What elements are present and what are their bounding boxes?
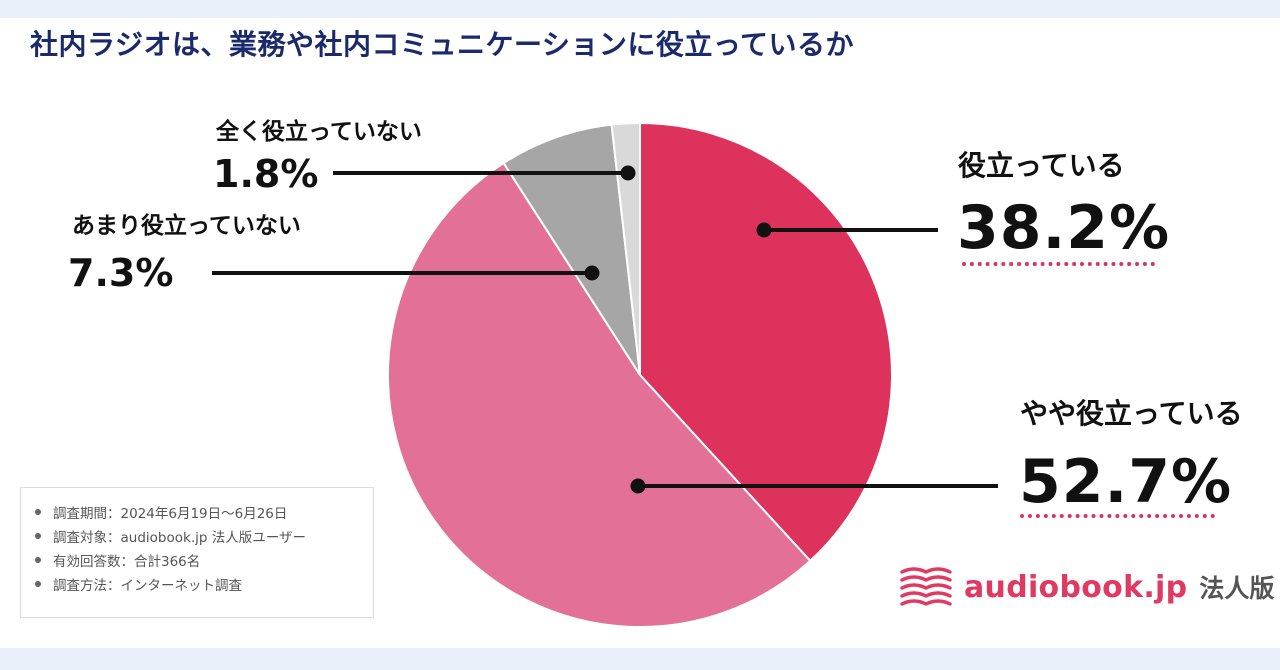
bullet-icon: [35, 581, 41, 587]
slice-value-somewhat-useful: 52.7%: [1019, 447, 1233, 517]
survey-note: 調査対象：audiobook.jp 法人版ユーザー: [35, 526, 361, 550]
slice-value-useful: 38.2%: [957, 193, 1171, 263]
survey-note-text: 調査対象：audiobook.jp 法人版ユーザー: [53, 530, 306, 546]
survey-note-text: 有効回答数：合計366名: [53, 554, 201, 570]
leader-dot: [756, 222, 772, 238]
brand-suffix: 法人版: [1199, 574, 1275, 603]
slice-label-not-very-useful: あまり役立っていない: [72, 213, 301, 239]
survey-note-text: 調査方法：インターネット調査: [53, 578, 242, 594]
slice-label-useful: 役立っている: [958, 149, 1125, 182]
slice-label-not-useful: 全く役立っていない: [216, 119, 422, 145]
survey-note-text: 調査期間：2024年6月19日〜6月26日: [53, 506, 288, 522]
leader-dot: [620, 165, 636, 181]
value-underline-useful: [962, 262, 1155, 266]
bullet-icon: [35, 509, 41, 515]
leader-dot: [630, 478, 646, 494]
pie-slice-not-useful: [610, 121, 641, 376]
bullet-icon: [35, 533, 41, 539]
leader-dot: [584, 265, 600, 281]
survey-notes-list: 調査期間：2024年6月19日〜6月26日 調査対象：audiobook.jp …: [35, 502, 361, 598]
value-underline-somewhat-useful: [1020, 514, 1215, 518]
slice-value-not-useful: 1.8%: [213, 152, 319, 196]
brand-name: audiobook.jp: [964, 569, 1188, 605]
slice-label-somewhat-useful: やや役立っている: [1020, 397, 1243, 430]
slice-value-not-very-useful: 7.3%: [68, 251, 174, 295]
survey-note: 調査方法：インターネット調査: [35, 574, 361, 598]
chart-title: 社内ラジオは、業務や社内コミュニケーションに役立っているか: [30, 28, 854, 61]
pie-slice-not-very-useful: [502, 123, 641, 376]
survey-notes-box: 調査期間：2024年6月19日〜6月26日 調査対象：audiobook.jp …: [20, 487, 374, 618]
brand-logo: audiobook.jp 法人版: [898, 566, 1274, 608]
book-wave-icon: [900, 567, 952, 606]
survey-note: 調査期間：2024年6月19日〜6月26日: [35, 502, 361, 526]
pie-slice-useful: [639, 121, 893, 563]
bullet-icon: [35, 557, 41, 563]
survey-note: 有効回答数：合計366名: [35, 550, 361, 574]
pie-slice-somewhat-useful: [387, 161, 812, 628]
